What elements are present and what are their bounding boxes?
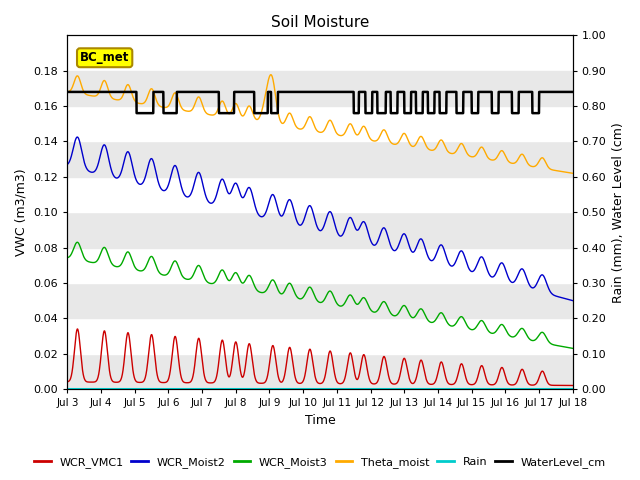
Bar — [67, 177, 573, 212]
Bar — [67, 106, 573, 142]
Y-axis label: Rain (mm), Water Level (cm): Rain (mm), Water Level (cm) — [612, 122, 625, 302]
Bar — [67, 71, 573, 106]
Bar — [67, 318, 573, 354]
X-axis label: Time: Time — [305, 414, 335, 427]
Title: Soil Moisture: Soil Moisture — [271, 15, 369, 30]
Bar — [67, 283, 573, 318]
Text: BC_met: BC_met — [80, 51, 129, 64]
Legend: WCR_VMC1, WCR_Moist2, WCR_Moist3, Theta_moist, Rain, WaterLevel_cm: WCR_VMC1, WCR_Moist2, WCR_Moist3, Theta_… — [29, 452, 611, 472]
Bar — [67, 142, 573, 177]
Y-axis label: VWC (m3/m3): VWC (m3/m3) — [15, 168, 28, 256]
Bar — [67, 212, 573, 248]
Bar — [67, 354, 573, 389]
Bar — [67, 248, 573, 283]
